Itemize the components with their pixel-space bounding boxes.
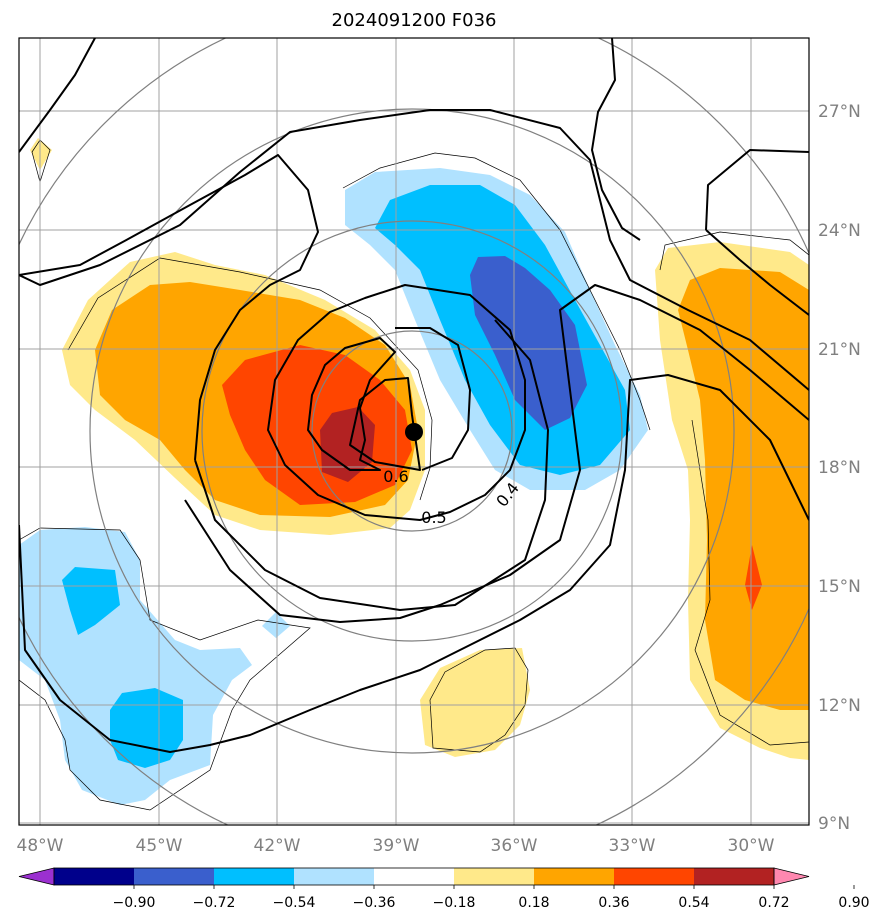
contour-label-0.6: 0.6	[383, 467, 408, 486]
thin-contours	[19, 139, 809, 811]
colorbar-frame	[53, 867, 775, 886]
y-tick-label: 9°N	[818, 814, 850, 834]
colorbar-segment	[294, 868, 374, 885]
shaded-field-negative-sw	[19, 527, 290, 805]
range-ring-1	[311, 330, 513, 532]
chart-title: 2024091200 F036	[332, 10, 497, 31]
contour-0.3-south	[19, 374, 809, 753]
y-axis-ticks: 27°N 24°N 21°N 18°N 15°N 12°N 9°N	[818, 102, 861, 834]
fill-level-036-south	[420, 648, 530, 757]
y-tick-label: 24°N	[818, 221, 861, 241]
x-tick-label: 39°W	[373, 836, 420, 856]
contour-nw-b	[19, 109, 809, 391]
y-tick-label: 15°N	[818, 577, 861, 597]
colorbar-tick-label: 0.36	[598, 895, 629, 911]
gridlines	[19, 38, 809, 825]
colorbar-tick-label: 0.54	[678, 895, 709, 911]
x-tick-label: 36°W	[491, 836, 538, 856]
contour-label-0.5: 0.5	[421, 508, 446, 527]
thin-contour-nw	[31, 139, 51, 184]
colorbar-segment	[454, 868, 534, 885]
colorbar-tick-label: −0.36	[353, 895, 396, 911]
colorbar-tick-label: 0.90	[838, 895, 869, 911]
fill-level-minus036-sw-2	[110, 688, 183, 768]
colorbar-segment	[694, 868, 774, 885]
colorbar-tick-label: −0.54	[273, 895, 316, 911]
contour-0.3	[184, 284, 809, 623]
fill-level-minus018-sw-small	[262, 612, 290, 638]
range-ring-2	[201, 220, 623, 642]
x-tick-label: 45°W	[136, 836, 183, 856]
y-tick-label: 12°N	[818, 696, 861, 716]
cyclone-center-marker	[405, 423, 423, 441]
fill-level-090-west	[320, 407, 375, 482]
colorbar-tick-label: 0.72	[758, 895, 789, 911]
colorbar-segment	[214, 868, 294, 885]
thick-contours	[19, 38, 809, 753]
colorbar-segment	[374, 868, 454, 885]
x-axis-ticks: 48°W 45°W 42°W 39°W 36°W 33°W 30°W	[17, 836, 775, 856]
x-tick-label: 42°W	[254, 836, 301, 856]
contour-0.6	[349, 377, 421, 471]
colorbar-tick-label: −0.72	[193, 895, 236, 911]
range-rings	[19, 38, 809, 825]
contour-0.4	[19, 154, 549, 611]
fill-level-054-east	[678, 268, 809, 710]
contour-0.5	[267, 284, 526, 521]
colorbar: −0.90 −0.72 −0.54 −0.36 −0.18 0.18 0.36 0.54 0.7…	[18, 867, 870, 911]
colorbar-tick-label: −0.90	[113, 895, 156, 911]
y-tick-label: 27°N	[818, 102, 861, 122]
colorbar-segment	[134, 868, 214, 885]
range-ring-3	[89, 108, 735, 754]
contour-0.6-inner	[307, 337, 396, 471]
x-tick-label: 48°W	[17, 836, 64, 856]
shaded-field-positive-west	[62, 252, 425, 535]
colorbar-segment	[614, 868, 694, 885]
x-tick-label: 30°W	[728, 836, 775, 856]
thin-contour-east	[659, 231, 809, 746]
contour-ne-b	[705, 229, 809, 316]
fill-level-minus054-center	[470, 256, 587, 430]
x-tick-label: 33°W	[609, 836, 656, 856]
fill-level-072-east	[745, 545, 762, 610]
colorbar-extend-high	[773, 867, 810, 886]
thin-contour-center	[342, 152, 651, 431]
contour-ne-a	[591, 38, 809, 241]
fill-level-036-nw	[30, 138, 52, 170]
contour-0.5-inner	[395, 327, 471, 471]
colorbar-tick-label: −0.18	[433, 895, 476, 911]
shaded-field-positive-east	[30, 138, 809, 760]
colorbar-segment	[54, 868, 134, 885]
colorbar-segment	[534, 868, 614, 885]
fill-level-minus036-sw-1	[62, 567, 120, 635]
colorbar-extend-low	[18, 867, 55, 886]
colorbar-tick-label: 0.18	[518, 895, 549, 911]
y-tick-label: 21°N	[818, 340, 861, 360]
plot-frame	[18, 37, 810, 826]
contour-nw-a	[19, 38, 96, 153]
plot-area: 0.6 0.5 0.4	[19, 38, 809, 825]
y-tick-label: 18°N	[818, 458, 861, 478]
